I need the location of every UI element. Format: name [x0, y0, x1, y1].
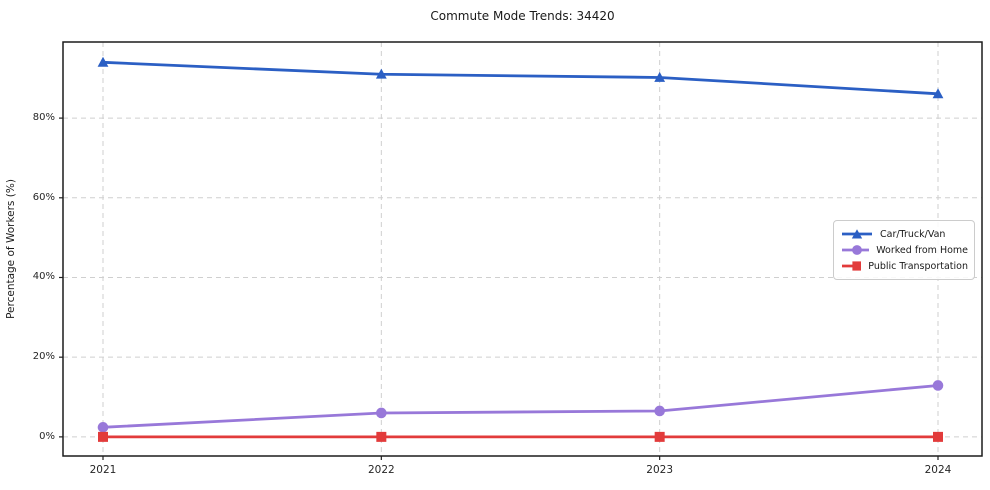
legend-label: Car/Truck/Van [880, 228, 946, 240]
legend-entry-public-transportation: Public Transportation [841, 258, 968, 274]
y-tick-label: 40% [32, 271, 55, 283]
legend-entry-car-truck-van: Car/Truck/Van [841, 226, 968, 242]
car-truck-van-legend-marker-icon [842, 229, 872, 239]
x-tick-label: 2021 [89, 464, 117, 476]
data-point-public-transportation [98, 431, 108, 442]
legend-label: Worked from Home [876, 244, 968, 256]
y-tick-label: 80% [32, 112, 55, 124]
chart-title: Commute Mode Trends: 34420 [430, 9, 615, 23]
x-tick-label: 2023 [646, 464, 674, 476]
legend-entry-worked-from-home: Worked from Home [841, 242, 968, 258]
worked-from-home-legend-marker-icon [842, 245, 870, 255]
data-point-worked-from-home [376, 407, 387, 419]
series-line-worked-from-home [101, 384, 940, 429]
public-transportation-legend-marker-icon [842, 261, 862, 271]
data-point-worked-from-home [654, 405, 665, 417]
data-point-worked-from-home [932, 380, 944, 391]
y-tick-label: 0% [39, 430, 55, 442]
data-point-car-truck-van [97, 56, 109, 67]
y-tick-label: 60% [32, 191, 55, 203]
data-point-public-transportation [654, 431, 665, 442]
legend-label: Public Transportation [868, 260, 968, 272]
data-point-car-truck-van [932, 88, 944, 99]
y-tick-label: 20% [32, 351, 55, 363]
data-point-public-transportation [376, 431, 387, 442]
x-tick-label: 2022 [367, 464, 395, 476]
series-line-car-truck-van [101, 60, 940, 96]
x-tick-label: 2024 [924, 464, 952, 476]
plot-border [62, 41, 983, 457]
data-point-worked-from-home [97, 422, 109, 433]
data-point-car-truck-van [654, 71, 666, 82]
data-point-public-transportation [933, 431, 943, 442]
legend: Car/Truck/Van Worked from Home Public Tran… [833, 220, 975, 280]
data-point-car-truck-van [375, 68, 387, 79]
